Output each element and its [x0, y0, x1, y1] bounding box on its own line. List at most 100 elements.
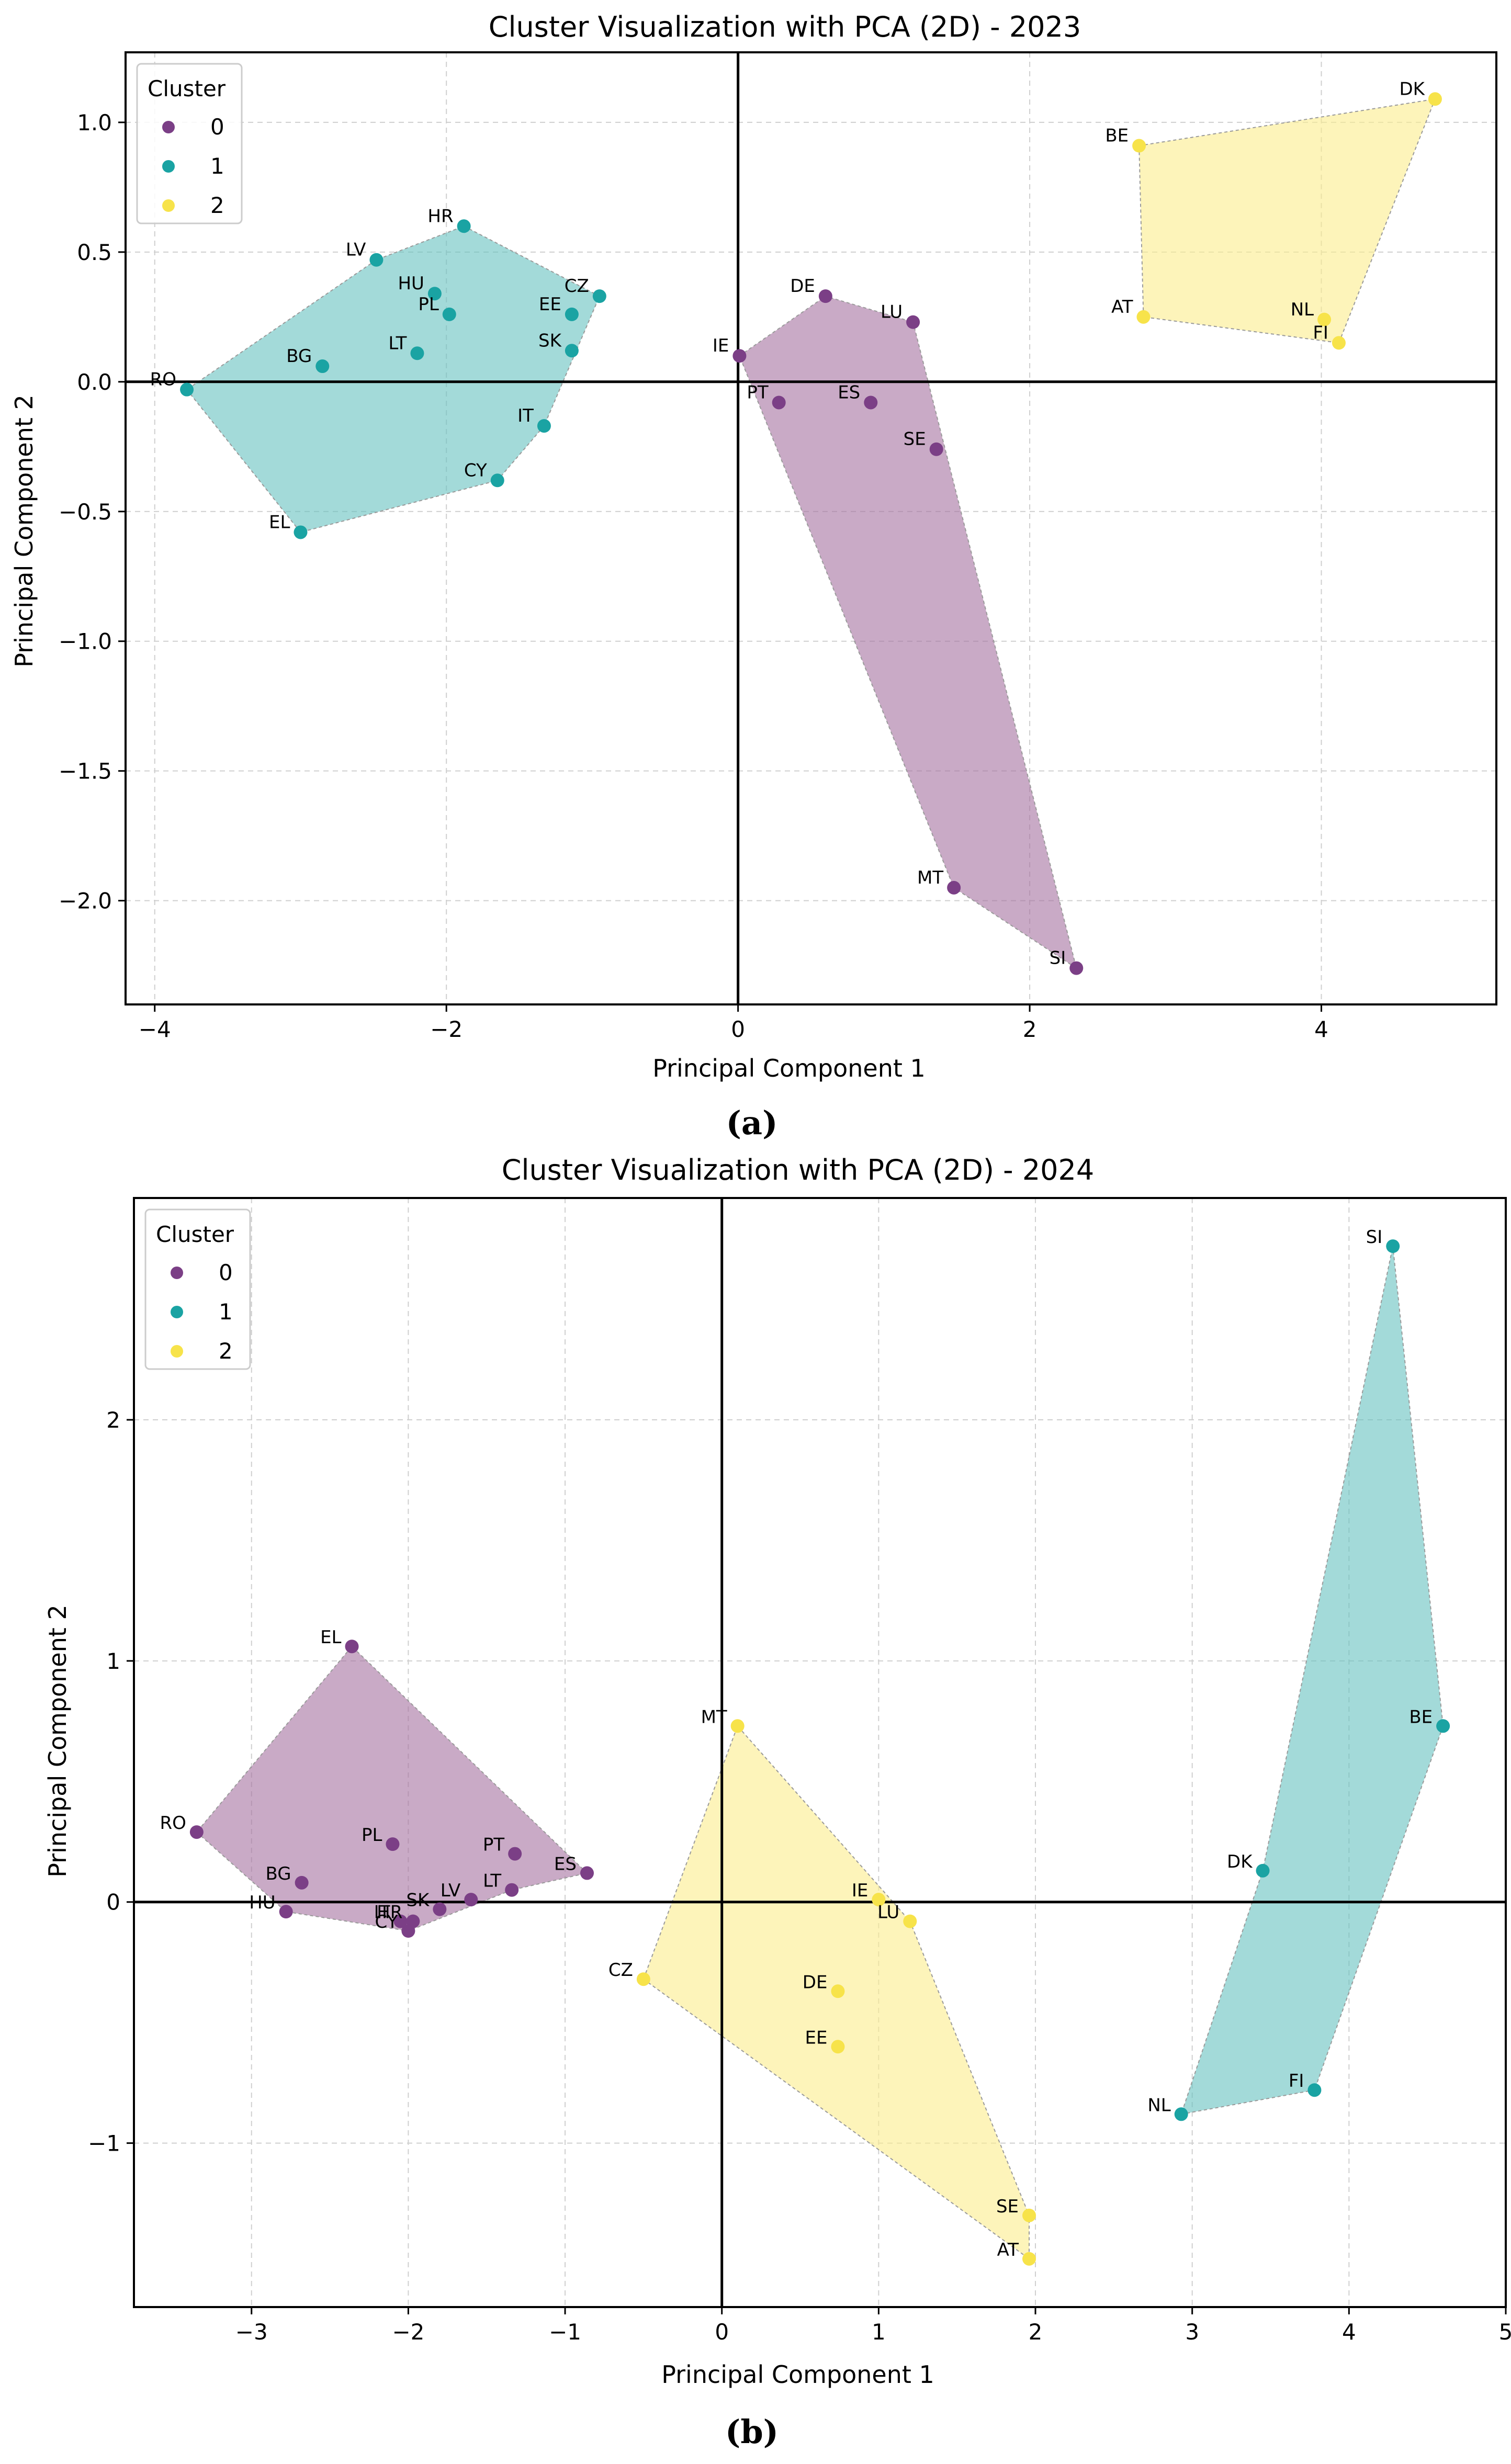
point-label-fi: FI: [1313, 322, 1328, 343]
point-label-cy: CY: [464, 460, 487, 481]
x-axis-label: Principal Component 1: [661, 2360, 934, 2389]
legend-marker-cluster-2: [171, 1345, 183, 1358]
point-label-it: IT: [517, 405, 534, 426]
y-tick-label: 1.0: [77, 110, 112, 135]
point-label-lt: LT: [388, 333, 407, 354]
cluster-0-hull: [739, 296, 1077, 969]
point-label-lv: LV: [346, 240, 366, 261]
point-label-ie: IE: [713, 335, 729, 356]
x-tick-label: −1: [549, 2319, 581, 2345]
point-label-nl: NL: [1147, 2095, 1170, 2116]
x-tick-label: 5: [1499, 2319, 1511, 2345]
chart-2024: Cluster Visualization with PCA (2D) - 20…: [43, 1154, 1511, 2451]
cluster-hulls: [186, 98, 1436, 969]
chart-title: Cluster Visualization with PCA (2D) - 20…: [502, 1154, 1095, 1186]
plot-frame: [133, 1197, 1507, 2308]
x-axis-label: Principal Component 1: [652, 1054, 926, 1082]
x-tick-label: 4: [1314, 1016, 1328, 1042]
data-point-pt: [508, 1847, 522, 1861]
point-label-hu: HU: [249, 1892, 275, 1913]
legend: Cluster 0 1 2: [136, 63, 243, 224]
data-point-el: [345, 1640, 359, 1654]
data-point-ro: [189, 1825, 204, 1839]
y-tick-label: −1.0: [59, 629, 112, 654]
legend-box: [144, 1208, 251, 1370]
point-label-hr: HR: [427, 206, 453, 227]
point-label-lv: LV: [441, 1880, 460, 1901]
data-point-si: [1386, 1239, 1400, 1253]
y-tick-label: −1.5: [59, 759, 112, 784]
zero-axes: [126, 52, 1496, 1004]
point-label-de: DE: [790, 276, 815, 297]
data-point-mt: [730, 1719, 745, 1733]
point-label-es: ES: [554, 1853, 577, 1874]
data-point-sk: [565, 344, 579, 358]
data-point-sk: [433, 1902, 447, 1916]
data-point-cy: [490, 473, 504, 488]
data-point-cz: [592, 289, 606, 303]
data-point-ee: [831, 2040, 845, 2054]
cluster-1-hull: [186, 225, 601, 533]
legend-entry-cluster-1: 1: [210, 153, 224, 179]
point-label-at: AT: [997, 2240, 1019, 2260]
legend-entry-cluster-2: 2: [219, 1338, 233, 1364]
y-tick-label: −0.5: [59, 499, 112, 525]
data-point-ro: [180, 382, 194, 397]
cluster-0-hull: [196, 1645, 589, 1932]
data-point-be: [1132, 139, 1146, 153]
x-tick-label: 4: [1342, 2319, 1356, 2345]
point-label-cy: CY: [375, 1912, 398, 1932]
point-label-hr: HR: [377, 1902, 402, 1923]
y-tick-label: −1: [88, 2131, 120, 2156]
zero-axes: [134, 1198, 1506, 2307]
point-label-pl: PL: [418, 294, 439, 315]
legend-title: Cluster: [156, 1222, 234, 1247]
data-point-pt: [772, 395, 786, 410]
data-point-cy: [401, 1924, 415, 1938]
y-tick-label: 0.0: [77, 369, 112, 395]
point-label-se: SE: [904, 429, 926, 450]
data-point-be: [1436, 1719, 1450, 1733]
data-point-hr: [457, 219, 471, 233]
cluster-2-hull: [1138, 98, 1436, 344]
data-point-lt: [410, 346, 424, 360]
data-point-lv: [369, 253, 384, 267]
data-point-lu: [903, 1914, 917, 1928]
point-label-hu: HU: [398, 273, 424, 294]
data-point-de: [818, 289, 832, 303]
data-point-it: [537, 419, 551, 433]
x-tick-label: −4: [139, 1016, 171, 1042]
point-label-pl: PL: [362, 1825, 382, 1846]
legend: Cluster 0 1 2: [144, 1208, 251, 1370]
y-axis-label: Principal Component 2: [10, 394, 38, 668]
data-point-lu: [906, 315, 920, 329]
legend-entry-cluster-1: 1: [219, 1299, 233, 1325]
point-label-ee: EE: [805, 2027, 827, 2048]
point-label-el: EL: [269, 512, 290, 533]
point-label-sk: SK: [406, 1890, 430, 1911]
data-point-hu: [427, 287, 442, 301]
point-label-ro: RO: [160, 1813, 186, 1834]
x-tick-label: 2: [1023, 1016, 1037, 1042]
data-point-hu: [279, 1905, 293, 1919]
point-label-si: SI: [1366, 1227, 1383, 1248]
legend-marker-cluster-1: [171, 1306, 183, 1318]
data-point-at: [1022, 2252, 1036, 2266]
figure-caption: (a): [726, 1104, 778, 1142]
data-point-es: [864, 395, 878, 410]
point-label-lt: LT: [483, 1871, 501, 1892]
x-tick-label: 0: [715, 2319, 729, 2345]
y-tick-label: −2.0: [59, 888, 112, 914]
point-label-be: BE: [1409, 1706, 1433, 1727]
point-label-de: DE: [803, 1972, 828, 1993]
point-label-lu: LU: [877, 1902, 899, 1923]
data-point-cz: [636, 1972, 650, 1986]
legend-entry-cluster-0: 0: [219, 1260, 233, 1285]
point-label-bg: BG: [266, 1863, 291, 1884]
x-tick-label: −2: [430, 1016, 463, 1042]
point-label-se: SE: [996, 2196, 1019, 2217]
point-label-si: SI: [1050, 948, 1066, 969]
point-label-ro: RO: [150, 369, 176, 390]
